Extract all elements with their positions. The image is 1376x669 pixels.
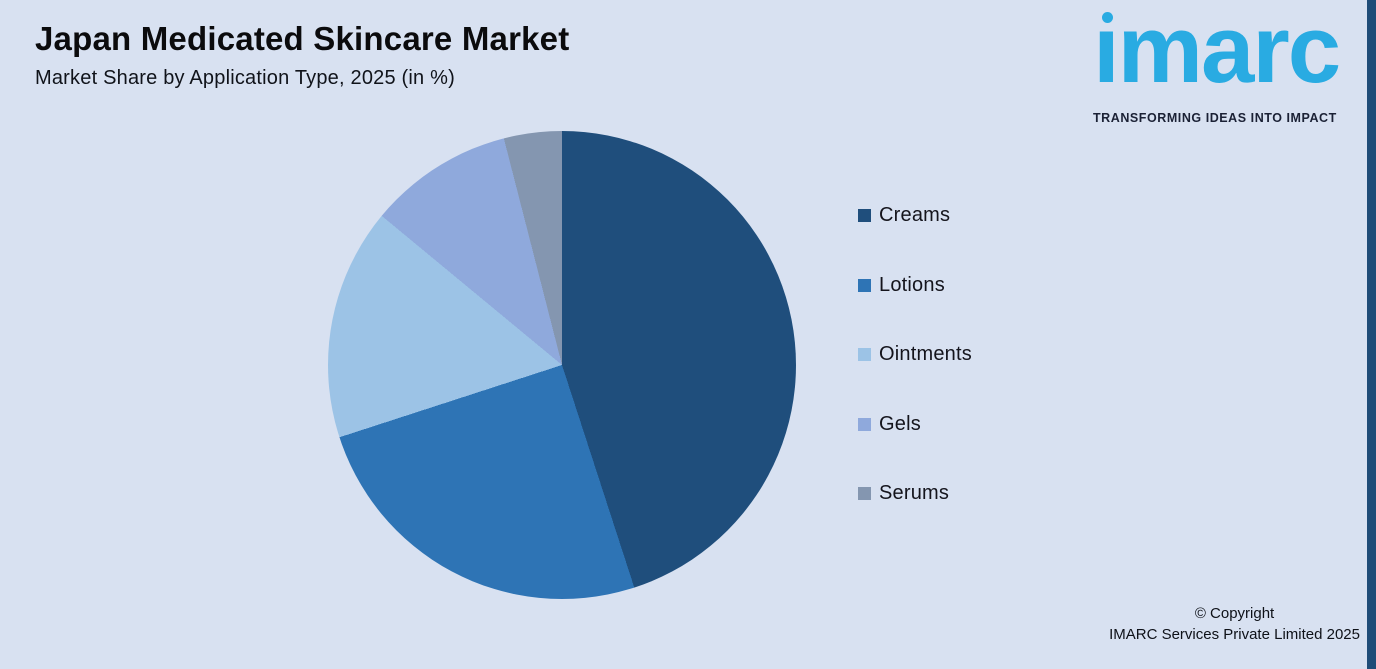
chart-legend: Creams Lotions Ointments Gels Serums (858, 204, 972, 552)
legend-label-serums: Serums (879, 482, 950, 504)
page-title: Japan Medicated Skincare Market (35, 20, 570, 57)
header: Japan Medicated Skincare Market Market S… (35, 20, 569, 90)
copyright-notice: © Copyright IMARC Services Private Limit… (1109, 603, 1360, 645)
legend-item-serums: Serums (858, 482, 972, 505)
legend-label-gels: Gels (879, 412, 921, 435)
legend-item-lotions: Lotions (858, 274, 972, 297)
imarc-logo: ımarc TRANSFORMING IDEAS INTO IMPACT (1093, 0, 1363, 125)
logo-i-dot-icon (1102, 12, 1113, 23)
page-subtitle: Market Share by Application Type, 2025 (… (35, 66, 455, 89)
legend-item-gels: Gels (858, 413, 972, 436)
copyright-line1: © Copyright (1194, 605, 1275, 622)
legend-item-creams: Creams (858, 204, 972, 227)
imarc-wordmark: ımarc (1093, 0, 1341, 103)
pie-chart (328, 131, 796, 599)
legend-label-lotions: Lotions (879, 273, 945, 296)
legend-item-ointments: Ointments (858, 343, 972, 366)
legend-swatch-creams (858, 209, 871, 222)
copyright-line2: IMARC Services Private Limited 2025 (1109, 626, 1360, 643)
right-edge-bar (1367, 0, 1376, 669)
imarc-wordmark-wrap: ımarc (1093, 0, 1363, 108)
logo-tagline: TRANSFORMING IDEAS INTO IMPACT (1093, 111, 1337, 125)
legend-swatch-lotions (858, 278, 871, 292)
legend-label-creams: Creams (879, 204, 951, 226)
legend-swatch-serums (858, 487, 871, 500)
legend-swatch-gels (858, 417, 871, 431)
legend-swatch-ointments (858, 348, 871, 361)
legend-label-ointments: Ointments (879, 343, 972, 365)
